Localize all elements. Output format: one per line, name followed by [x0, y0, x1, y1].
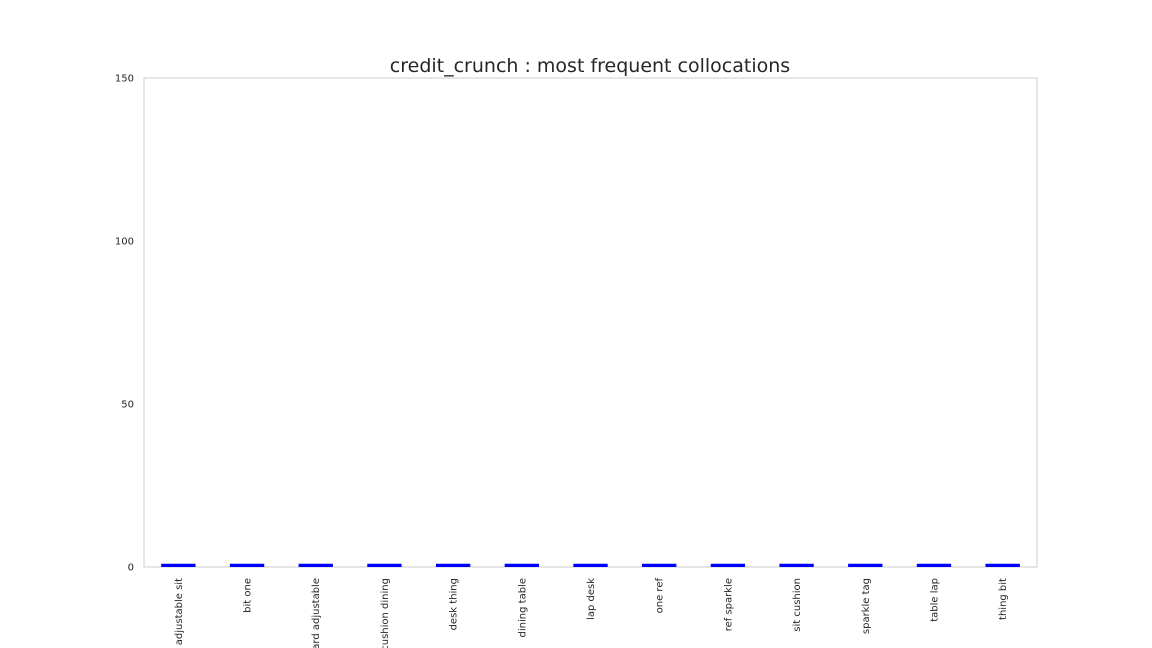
bar[interactable]: [985, 563, 1020, 567]
bar[interactable]: [367, 563, 402, 567]
bar[interactable]: [848, 563, 883, 567]
x-tick-label: adjustable sit: [174, 578, 185, 645]
bar[interactable]: [779, 563, 814, 567]
bar[interactable]: [916, 563, 952, 567]
bar[interactable]: [642, 563, 677, 567]
x-tick-label: lap desk: [586, 578, 597, 620]
bar[interactable]: [504, 563, 539, 567]
chart-title: credit_crunch : most frequent collocatio…: [390, 55, 790, 77]
bar[interactable]: [573, 563, 608, 567]
x-tick-label: table lap: [929, 578, 940, 622]
x-tick-label: bit one: [243, 578, 254, 613]
y-tick-label: 0: [128, 563, 134, 574]
bar[interactable]: [229, 563, 265, 567]
bar[interactable]: [710, 563, 746, 567]
x-tick-label: dining table: [517, 578, 528, 637]
x-tick-label: ref sparkle: [723, 578, 734, 631]
plot-area: 0 50 100 150 adjustable sit bit one board adju…: [115, 74, 1038, 648]
bar[interactable]: [298, 563, 333, 567]
y-tick-label: 100: [115, 237, 134, 248]
x-tick-label: sparkle tag: [861, 578, 872, 634]
x-tick-label: sit cushion: [792, 578, 803, 632]
y-tick-label: 150: [115, 74, 134, 85]
x-tick-label: desk thing: [449, 578, 460, 630]
plot-frame: [143, 77, 1038, 568]
bar[interactable]: [435, 563, 471, 567]
bar[interactable]: [161, 563, 196, 567]
x-tick-label: board adjustable: [311, 578, 322, 648]
x-tick-label: cushion dining: [380, 578, 391, 648]
y-tick-label: 50: [121, 400, 134, 411]
x-tick-label: one ref: [655, 578, 666, 614]
x-tick-label: thing bit: [998, 578, 1009, 620]
